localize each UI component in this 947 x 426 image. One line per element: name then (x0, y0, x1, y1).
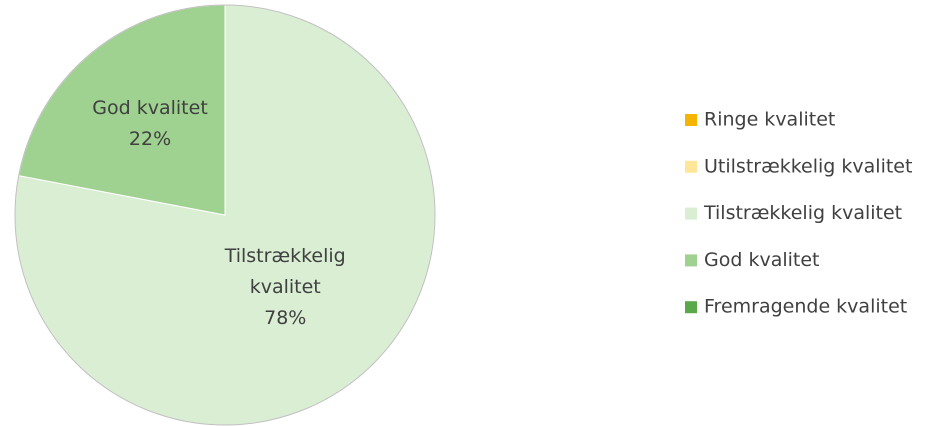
legend-label: Tilstrækkelig kvalitet (703, 202, 902, 224)
legend-swatch (685, 114, 697, 126)
legend-label: Fremragende kvalitet (704, 296, 907, 318)
legend-label: God kvalitet (704, 249, 819, 271)
data-label-box: God kvalitet 22% (75, 74, 225, 174)
label-category: God kvalitet (92, 97, 208, 120)
data-label-box: Tilstrækkelig kvalitet 78% (210, 238, 360, 338)
label-value: 78% (264, 307, 307, 330)
legend-swatch (685, 301, 697, 314)
data-label: God kvalitet 22% (75, 74, 225, 174)
legend-swatch (685, 254, 697, 267)
data-label: Tilstrækkelig kvalitet 78% (210, 238, 360, 338)
legend-swatch (685, 160, 697, 173)
pie-outline (14, 4, 436, 426)
legend-label: Ringe kvalitet (704, 109, 835, 131)
label-value: 22% (128, 128, 172, 151)
legend-label: Utilstrækkelig kvalitet (704, 155, 912, 177)
legend-swatch (685, 207, 697, 220)
label-category: Tilstrækkelig kvalitet (224, 245, 346, 299)
